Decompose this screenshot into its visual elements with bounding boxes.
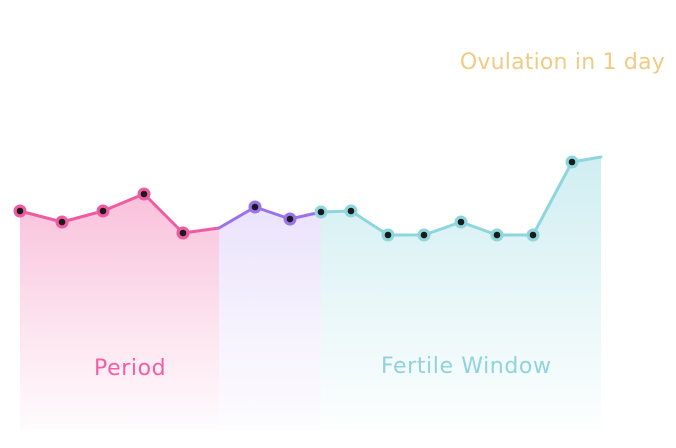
data-point-10	[347, 207, 355, 215]
data-point-13	[457, 218, 465, 226]
data-point-8	[286, 215, 294, 223]
data-point-3	[99, 207, 107, 215]
phase-area-period	[20, 194, 219, 430]
data-point-1	[16, 207, 24, 215]
data-point-15	[529, 231, 537, 239]
period-phase-label: Period	[94, 356, 167, 381]
data-point-5	[179, 229, 187, 237]
ovulation-countdown-label: Ovulation in 1 day	[459, 50, 665, 75]
data-point-9	[317, 208, 325, 216]
data-point-11	[384, 231, 392, 239]
data-point-12	[420, 231, 428, 239]
phase-line-transition	[217, 205, 323, 230]
data-point-7	[251, 203, 259, 211]
phase-area-fertile-window	[321, 157, 601, 430]
fertile-window-label: Fertile Window	[381, 354, 552, 379]
data-point-16	[568, 158, 576, 166]
phase-area-transition	[219, 207, 321, 430]
data-point-14	[493, 231, 501, 239]
data-point-2	[58, 218, 66, 226]
data-point-4	[140, 190, 148, 198]
